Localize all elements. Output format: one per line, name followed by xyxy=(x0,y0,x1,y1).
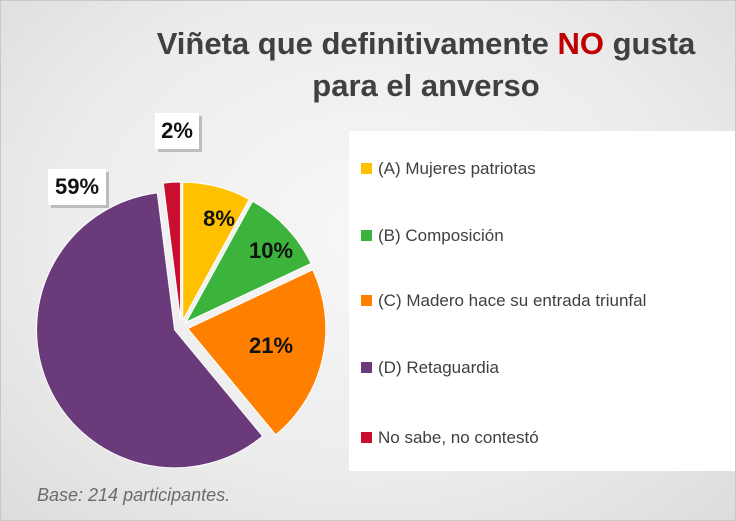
legend-label: (D) Retaguardia xyxy=(378,358,499,377)
slice xyxy=(187,269,327,436)
legend-label: No sabe, no contestó xyxy=(378,428,539,447)
slice xyxy=(184,200,312,324)
legend-item: (A) Mujeres patriotas xyxy=(361,159,536,179)
legend-swatch xyxy=(361,295,372,306)
legend-swatch xyxy=(361,432,372,443)
note: Base: 214 participantes. xyxy=(37,485,231,505)
slice xyxy=(182,181,250,321)
chart-title: Viñeta que definitivamente NO gusta para … xyxy=(61,23,735,107)
value-label: 8% xyxy=(203,206,235,231)
legend-swatch xyxy=(361,230,372,241)
slice xyxy=(162,181,182,321)
legend-swatch xyxy=(361,163,372,174)
value-label: 21% xyxy=(249,333,293,358)
label-box xyxy=(48,169,106,205)
title-line: para el anverso xyxy=(312,68,540,103)
legend: (A) Mujeres patriotas (B) Composición (C) … xyxy=(349,131,735,471)
legend-item: (D) Retaguardia xyxy=(361,358,499,378)
legend-item: (C) Madero hace su entrada triunfal xyxy=(361,291,646,311)
legend-label: (A) Mujeres patriotas xyxy=(378,159,536,178)
legend-label: (C) Madero hace su entrada triunfal xyxy=(378,291,647,310)
legend-label: (B) Composición xyxy=(378,226,504,245)
slice xyxy=(36,192,264,469)
legend-item: (B) Composición xyxy=(361,226,504,246)
value-label: 2% xyxy=(161,118,193,143)
legend-swatch xyxy=(361,362,372,373)
title-line: Viñeta que definitivamente NO gusta xyxy=(156,26,696,61)
value-label: 59% xyxy=(55,174,99,199)
label-box xyxy=(155,113,199,149)
value-label: 10% xyxy=(249,238,293,263)
legend-item: No sabe, no contestó xyxy=(361,428,539,448)
